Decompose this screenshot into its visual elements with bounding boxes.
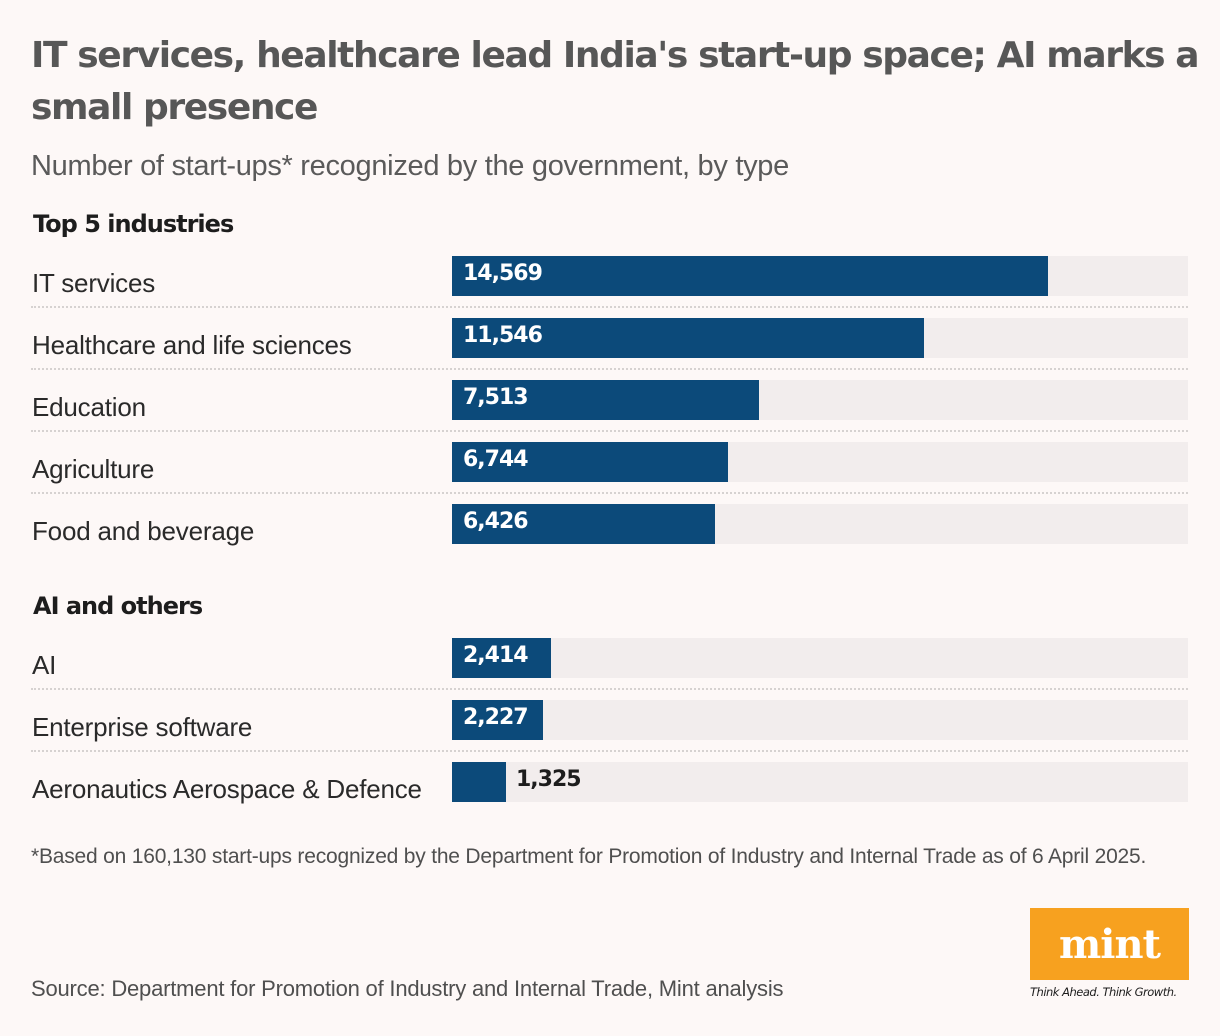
category-label: Healthcare and life sciences	[32, 330, 352, 360]
chart-title: IT services, healthcare lead India's sta…	[31, 35, 1200, 128]
bar-track: 6,426	[452, 504, 1188, 544]
value-label: 1,325	[516, 767, 582, 792]
value-label: 6,426	[463, 509, 529, 534]
value-label: 6,744	[463, 447, 529, 472]
value-label: 7,513	[463, 385, 529, 410]
value-label: 14,569	[463, 261, 543, 286]
bar	[452, 700, 543, 740]
bar-track: 14,569	[452, 256, 1188, 296]
bar	[452, 256, 1048, 296]
category-label: Education	[32, 392, 146, 422]
bar-row: AI 2,414	[31, 638, 1188, 700]
bar-track: 2,414	[452, 638, 1188, 678]
bar-row: Healthcare and life sciences 11,546	[31, 318, 1188, 380]
logo-tagline: Think Ahead. Think Growth.	[1030, 985, 1177, 999]
source-note: Source: Department for Promotion of Indu…	[31, 976, 784, 1001]
bar	[452, 380, 759, 420]
row-divider	[31, 688, 1188, 690]
bar-track: 11,546	[452, 318, 1188, 358]
category-label: IT services	[32, 268, 156, 298]
row-divider	[31, 430, 1188, 432]
row-divider	[31, 492, 1188, 494]
bar	[452, 638, 551, 678]
value-label: 2,227	[463, 705, 529, 730]
bar-track: 7,513	[452, 380, 1188, 420]
category-label: Food and beverage	[32, 516, 255, 546]
chart-subtitle: Number of start-ups* recognized by the g…	[31, 150, 789, 182]
row-divider	[31, 750, 1188, 752]
bar-row: IT services 14,569	[31, 256, 1188, 318]
category-label: Agriculture	[32, 454, 155, 484]
bar	[452, 762, 506, 802]
bar-row: Agriculture 6,744	[31, 442, 1188, 504]
value-label: 2,414	[463, 643, 529, 668]
category-label: Enterprise software	[32, 712, 253, 742]
bar	[452, 442, 728, 482]
category-label: Aeronautics Aerospace & Defence	[32, 774, 422, 804]
footnote: *Based on 160,130 start-ups recognized b…	[31, 845, 1147, 868]
section-title: Top 5 industries	[33, 210, 234, 238]
category-label: AI	[32, 650, 57, 680]
bar-track: 1,325	[452, 762, 1188, 802]
row-divider	[31, 368, 1188, 370]
bar	[452, 504, 715, 544]
logo-text: mint	[1058, 920, 1161, 968]
section-title: AI and others	[33, 592, 203, 620]
bar-row: Education 7,513	[31, 380, 1188, 442]
bar-row: Aeronautics Aerospace & Defence 1,325	[31, 762, 1188, 824]
bar	[452, 318, 924, 358]
bar-track: 2,227	[452, 700, 1188, 740]
bar-track: 6,744	[452, 442, 1188, 482]
mint-logo: mint	[1030, 908, 1189, 980]
bar-row: Enterprise software 2,227	[31, 700, 1188, 762]
value-label: 11,546	[463, 323, 543, 348]
row-divider	[31, 306, 1188, 308]
bar-row: Food and beverage 6,426	[31, 504, 1188, 566]
